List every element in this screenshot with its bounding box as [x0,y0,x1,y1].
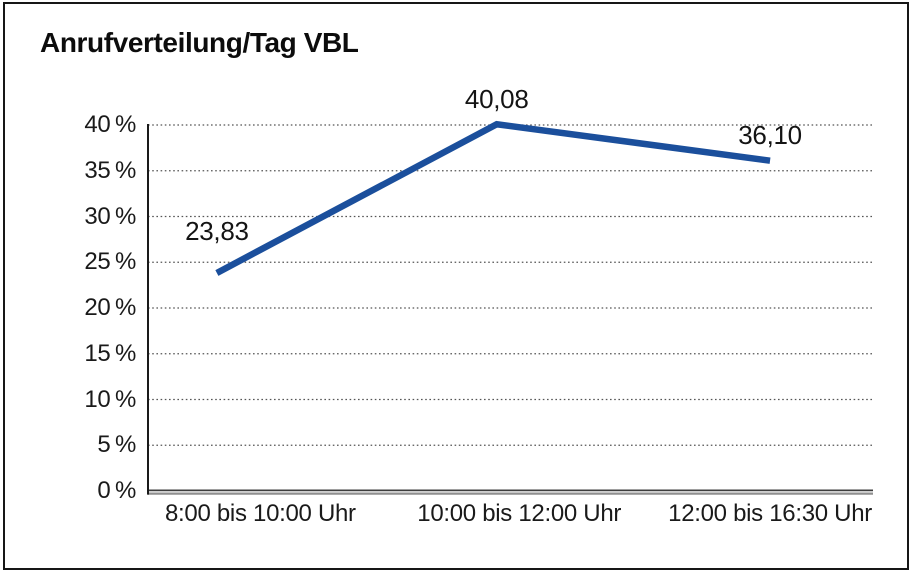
x-category-label-0: 8:00 bis 10:00 Uhr [165,500,356,527]
data-label-1: 40,08 [464,84,529,115]
data-line [215,120,771,276]
y-tick-label-25: 25 % [84,248,136,276]
x-category-label-2: 12:00 bis 16:30 Uhr [668,500,872,527]
y-tick-label-5: 5 % [97,431,136,459]
y-tick-label-0: 0 % [97,477,136,504]
y-tick-label-30: 30 % [84,202,136,230]
y-tick-label-10: 10 % [84,385,136,413]
data-label-2: 36,10 [738,119,802,150]
y-tick-label-15: 15 % [84,339,136,367]
x-category-label-1: 10:00 bis 12:00 Uhr [417,500,622,527]
y-tick-label-40: 40 % [84,111,136,138]
y-tick-label-35: 35 % [84,156,136,184]
y-tick-label-20: 20 % [84,294,136,321]
chart-frame [3,2,909,570]
data-label-0: 23,83 [185,215,249,246]
chart-title: Anrufverteilung/Tag VBL [40,27,359,58]
